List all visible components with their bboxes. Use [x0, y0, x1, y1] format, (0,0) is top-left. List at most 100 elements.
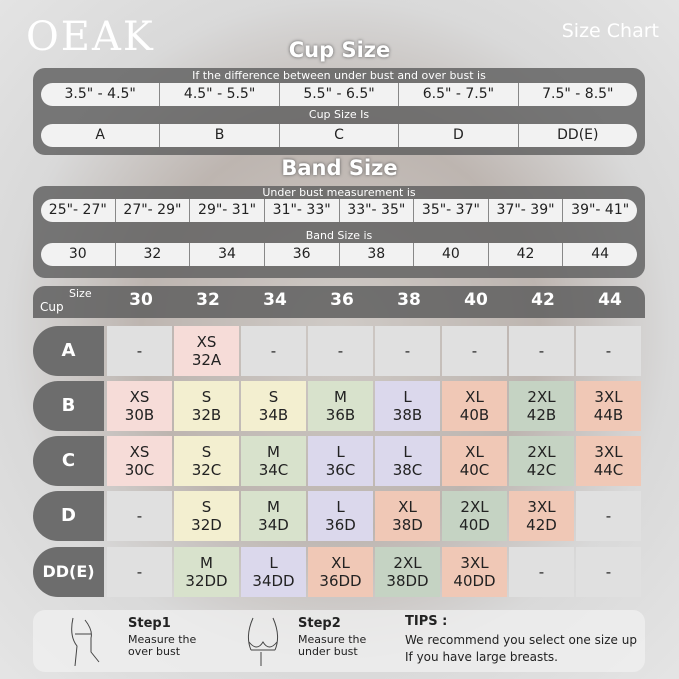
size-letter: -	[605, 342, 612, 360]
size-code: 34C	[258, 461, 289, 479]
size-cell: XS 30B	[107, 381, 172, 431]
size-letter: XS	[129, 388, 150, 406]
size-code: 32A	[191, 351, 222, 369]
size-cell: 3XL 44B	[576, 381, 641, 431]
band-is-label: Band Size is	[305, 229, 373, 242]
band-column-header: 38	[397, 290, 421, 310]
size-letter: XL	[398, 498, 417, 516]
size-letter: L	[403, 443, 412, 461]
band-size-cell: 32	[114, 243, 190, 266]
tips-line-2: If you have large breasts.	[405, 650, 558, 664]
size-code: 38B	[392, 406, 423, 424]
size-cell: L 38B	[375, 381, 440, 431]
step1-title: Step1	[128, 616, 171, 631]
size-cell: XL 38D	[375, 491, 440, 541]
size-code: 36C	[325, 461, 356, 479]
cup-size-cell: A	[95, 127, 105, 143]
cup-range-cell: 4.5" - 5.5"	[159, 83, 278, 106]
size-cell: L 34DD	[241, 547, 306, 597]
size-code: 40B	[459, 406, 490, 424]
cup-row-label: DD(E)	[33, 547, 104, 597]
band-range-row: 25"- 27" 27"- 29" 29"- 31" 31"- 33" 33"- 35"…	[41, 199, 637, 222]
size-letter: 2XL	[393, 554, 422, 572]
size-cell: -	[375, 326, 440, 376]
size-cell: M 36B	[308, 381, 373, 431]
size-letter: -	[605, 563, 612, 581]
band-range-cell: 33"- 35"	[338, 199, 414, 222]
size-letter: L	[336, 498, 345, 516]
size-cell: L 38C	[375, 436, 440, 486]
under-bust-figure-icon	[247, 617, 279, 666]
cup-size-panel: If the difference between under bust and…	[33, 68, 645, 155]
size-letter: M	[334, 388, 347, 406]
size-letter: 3XL	[527, 498, 556, 516]
band-range-cell: 31"- 33"	[263, 199, 339, 222]
cup-size-cell: B	[159, 124, 278, 147]
cup-row-label: B	[33, 381, 104, 431]
cup-axis-label: Cup	[40, 300, 64, 314]
size-cell: L 36C	[308, 436, 373, 486]
band-size-cell: 38	[338, 243, 414, 266]
band-column-header: 30	[129, 290, 153, 310]
size-code: 34D	[258, 516, 289, 534]
band-column-header: 44	[598, 290, 622, 310]
band-range-cell: 25"- 27"	[48, 202, 107, 218]
cup-is-label: Cup Size Is	[308, 108, 370, 121]
size-letter: XL	[331, 554, 350, 572]
cup-size-cell: DD(E)	[517, 124, 637, 147]
size-cell: -	[241, 326, 306, 376]
size-cell: 2XL 38DD	[375, 547, 440, 597]
band-column-header: 34	[263, 290, 287, 310]
size-letter: S	[201, 498, 212, 516]
size-cell: 2XL 40D	[442, 491, 507, 541]
cup-range-cell: 6.5" - 7.5"	[398, 83, 517, 106]
size-cell: -	[107, 547, 172, 597]
cup-range-cell: 3.5" - 4.5"	[64, 86, 136, 102]
size-cell: M 32DD	[174, 547, 239, 597]
size-code: 44B	[593, 406, 624, 424]
band-size-title: Band Size	[281, 156, 398, 180]
cup-size-title: Cup Size	[288, 38, 391, 62]
size-cell: -	[576, 491, 641, 541]
step2-text: Measure the under bust	[298, 633, 367, 658]
size-letter: 2XL	[460, 498, 489, 516]
size-code: 30C	[124, 461, 155, 479]
band-size-cell: 34	[189, 243, 264, 266]
measurement-tips: Step1 Measure the over bust Step2 Measur…	[33, 610, 645, 672]
size-cell: -	[308, 326, 373, 376]
band-size-cell: 36	[263, 243, 339, 266]
band-size-panel: Under bust measurement is 25"- 27" 27"- 2…	[33, 186, 645, 278]
size-letter: S	[201, 388, 212, 406]
band-column-header: 36	[330, 290, 354, 310]
size-letter: S	[201, 443, 212, 461]
band-size-cell: 30	[68, 246, 87, 262]
size-letter: -	[337, 342, 344, 360]
cup-size-row: A B C D DD(E)	[41, 124, 637, 147]
size-code: 32D	[191, 516, 222, 534]
size-code: 42C	[526, 461, 557, 479]
size-letter: -	[538, 342, 545, 360]
size-letter: L	[403, 388, 412, 406]
size-code: 30B	[124, 406, 155, 424]
size-cell: -	[576, 547, 641, 597]
size-letter: XL	[465, 443, 484, 461]
size-letter: -	[270, 342, 277, 360]
step1-text: Measure the over bust	[128, 633, 197, 658]
cup-size-cell: D	[398, 124, 517, 147]
size-letter: L	[269, 554, 278, 572]
size-letter: L	[336, 443, 345, 461]
band-column-header: 42	[531, 290, 555, 310]
size-cell: XL 40B	[442, 381, 507, 431]
size-code: 42B	[526, 406, 557, 424]
band-range-cell: 35"- 37"	[413, 199, 488, 222]
size-axis-label: Size	[69, 287, 92, 300]
size-cell: -	[107, 491, 172, 541]
cup-row-label: D	[33, 491, 104, 541]
tips-title: TIPS :	[405, 614, 448, 629]
band-size-cell: 42	[487, 243, 563, 266]
size-cell: S 34B	[241, 381, 306, 431]
size-cell: XS 30C	[107, 436, 172, 486]
band-size-row: 30 32 34 36 38 40 42 44	[41, 243, 637, 266]
size-letter: S	[268, 388, 279, 406]
cup-row-label: C	[33, 436, 104, 486]
